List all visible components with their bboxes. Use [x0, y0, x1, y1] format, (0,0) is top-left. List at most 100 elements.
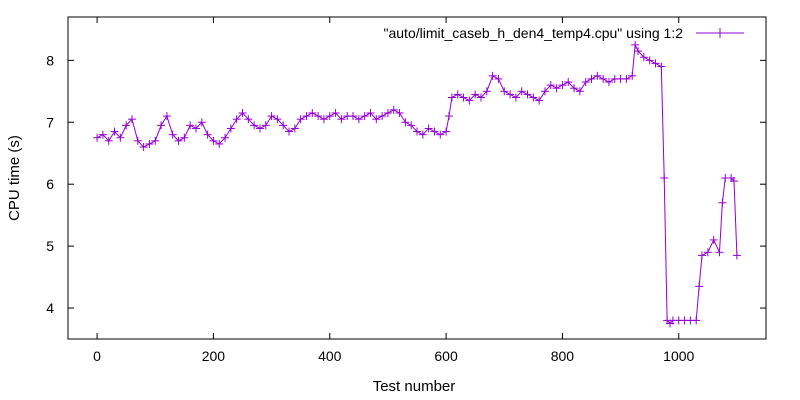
- data-point: [290, 124, 299, 133]
- data-point: [255, 124, 264, 133]
- data-point: [599, 74, 608, 83]
- data-point: [349, 112, 358, 121]
- data-point: [203, 130, 212, 139]
- data-point: [319, 115, 328, 124]
- data-point: [197, 118, 206, 127]
- data-point: [546, 81, 555, 90]
- data-point: [314, 112, 323, 121]
- data-point: [558, 81, 567, 90]
- data-point: [151, 136, 160, 145]
- data-point: [715, 248, 724, 257]
- data-point: [127, 115, 136, 124]
- data-point: [447, 93, 456, 102]
- data-point: [157, 121, 166, 130]
- data-point: [709, 235, 718, 244]
- data-point: [570, 84, 579, 93]
- data-point: [730, 177, 739, 186]
- data-point: [174, 136, 183, 145]
- data-point: [631, 40, 640, 49]
- data-point: [511, 93, 520, 102]
- data-point: [209, 136, 218, 145]
- data-point: [273, 115, 282, 124]
- data-point: [354, 115, 363, 124]
- data-point: [651, 59, 660, 68]
- plot-frame: [67, 16, 767, 340]
- legend: "auto/limit_caseb_h_den4_temp4.cpu" usin…: [384, 25, 744, 41]
- data-point: [180, 133, 189, 142]
- data-point: [698, 251, 707, 260]
- x-tick-label: 400: [318, 348, 342, 364]
- data-point: [285, 127, 294, 136]
- data-point: [540, 87, 549, 96]
- data-point: [535, 96, 544, 105]
- data-point: [465, 96, 474, 105]
- series-layer: [93, 40, 741, 328]
- data-point: [337, 115, 346, 124]
- data-point: [232, 115, 241, 124]
- data-point: [482, 87, 491, 96]
- data-point: [529, 93, 538, 102]
- data-point: [593, 71, 602, 80]
- data-point: [564, 78, 573, 87]
- data-point: [604, 78, 613, 87]
- data-point: [226, 124, 235, 133]
- data-point: [162, 112, 171, 121]
- data-point: [366, 108, 375, 117]
- data-point: [500, 87, 509, 96]
- series-line: [96, 42, 738, 325]
- data-point: [517, 87, 526, 96]
- data-point: [110, 127, 119, 136]
- data-point: [639, 53, 648, 62]
- data-point: [145, 139, 154, 148]
- data-point: [302, 112, 311, 121]
- data-point: [122, 121, 131, 130]
- data-point: [133, 136, 142, 145]
- data-point: [116, 133, 125, 142]
- data-point: [267, 112, 276, 121]
- data-point: [296, 115, 305, 124]
- data-point: [191, 124, 200, 133]
- data-point: [360, 112, 369, 121]
- data-point: [494, 74, 503, 83]
- x-tick-label: 200: [202, 348, 226, 364]
- data-point: [732, 251, 741, 260]
- data-point: [389, 105, 398, 114]
- data-point: [372, 115, 381, 124]
- data-point: [442, 127, 451, 136]
- data-point: [279, 121, 288, 130]
- data-point: [98, 130, 107, 139]
- data-point: [430, 127, 439, 136]
- data-point: [692, 316, 701, 325]
- data-point: [401, 118, 410, 127]
- data-point: [453, 90, 462, 99]
- data-point: [634, 47, 643, 56]
- data-point: [476, 93, 485, 102]
- data-point: [506, 90, 515, 99]
- data-point: [93, 133, 102, 142]
- ticks: [68, 17, 766, 339]
- data-point: [168, 130, 177, 139]
- x-tick-label: 600: [434, 348, 458, 364]
- tick-labels: 0 200 400 600 800 1000 4 5 6 7 8: [46, 52, 694, 364]
- data-point: [238, 108, 247, 117]
- data-point: [645, 56, 654, 65]
- data-point: [325, 112, 334, 121]
- data-point: [523, 90, 532, 99]
- data-point: [459, 93, 468, 102]
- data-point: [383, 108, 392, 117]
- data-point: [657, 62, 666, 71]
- data-point: [622, 74, 631, 83]
- data-point: [378, 112, 387, 121]
- data-point: [261, 121, 270, 130]
- data-point: [575, 87, 584, 96]
- y-axis-label: CPU time (s): [6, 135, 23, 221]
- data-point: [104, 136, 113, 145]
- y-tick-label: 6: [46, 176, 54, 192]
- data-point: [436, 130, 445, 139]
- data-point: [718, 198, 727, 207]
- data-point: [250, 121, 259, 130]
- data-point: [444, 112, 453, 121]
- x-axis-label: Test number: [373, 378, 456, 395]
- data-point: [581, 78, 590, 87]
- data-point: [628, 71, 637, 80]
